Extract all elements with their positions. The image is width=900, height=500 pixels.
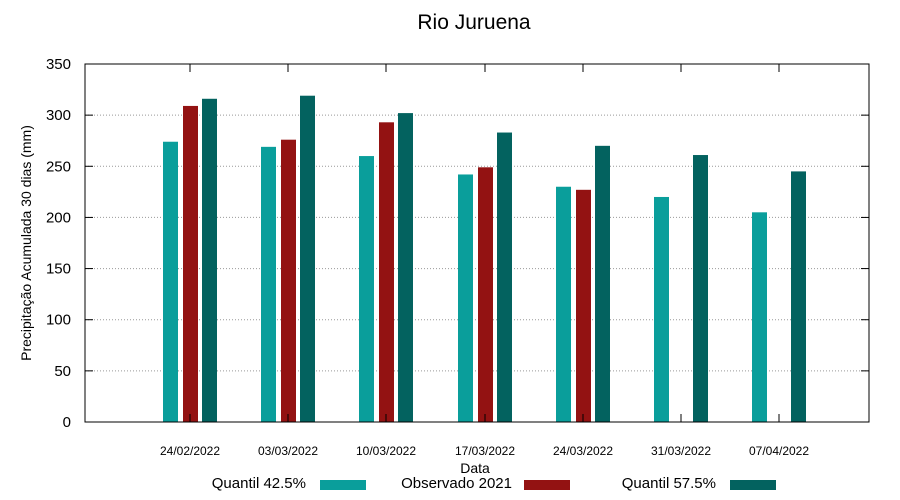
bar <box>163 141 178 423</box>
y-tick-label: 50 <box>54 363 71 380</box>
x-axis-label: Data <box>460 460 490 476</box>
x-tick-label: 31/03/2022 <box>651 444 711 458</box>
bar <box>752 212 767 422</box>
x-tick-label: 24/03/2022 <box>553 444 613 458</box>
legend-item: Quantil 42.5% <box>0 474 900 494</box>
legend-label: Observado 2021 <box>401 475 512 492</box>
y-tick-label: 250 <box>46 158 71 175</box>
bar <box>281 139 296 423</box>
x-tick-label: 17/03/2022 <box>455 444 515 458</box>
legend-item: Observado 2021 <box>0 474 900 494</box>
bar <box>595 145 610 423</box>
x-axis-ticks: 24/02/2022 03/03/2022 10/03/2022 17/03/2022… <box>160 64 809 458</box>
x-tick-label: 24/02/2022 <box>160 444 220 458</box>
bar <box>458 174 473 422</box>
bar <box>379 122 394 422</box>
bar <box>300 95 315 423</box>
bar <box>497 132 512 422</box>
bar <box>576 189 591 422</box>
y-axis-label: Precipitação Acumulada 30 dias (mm) <box>18 125 34 361</box>
bar <box>791 171 806 422</box>
y-tick-label: 200 <box>46 209 71 226</box>
bar <box>261 146 276 422</box>
legend-item: Quantil 57.5% <box>0 474 900 494</box>
bar <box>359 156 374 423</box>
y-tick-label: 100 <box>46 312 71 329</box>
bar <box>556 186 571 422</box>
x-tick-label: 10/03/2022 <box>356 444 416 458</box>
bar <box>478 167 493 422</box>
legend-swatch <box>320 480 366 490</box>
legend-swatch <box>524 480 570 490</box>
y-tick-label: 0 <box>63 414 71 431</box>
x-tick-label: 03/03/2022 <box>258 444 318 458</box>
legend-label: Quantil 57.5% <box>621 475 716 492</box>
bar <box>398 113 413 423</box>
x-tick-label: 07/04/2022 <box>749 444 809 458</box>
y-tick-label: 300 <box>46 107 71 124</box>
bar <box>693 155 708 422</box>
plot-frame <box>84 63 870 423</box>
y-tick-label: 150 <box>46 261 71 278</box>
bar <box>202 98 217 422</box>
y-axis-ticks: 0 50 100 150 200 250 300 350 <box>46 56 869 431</box>
bar <box>183 105 198 423</box>
y-tick-label: 350 <box>46 56 71 73</box>
legend-swatch <box>730 480 776 490</box>
chart-title: Rio Juruena <box>417 11 531 34</box>
legend-label: Quantil 42.5% <box>211 475 306 492</box>
bars <box>163 95 806 423</box>
bar <box>654 196 669 422</box>
